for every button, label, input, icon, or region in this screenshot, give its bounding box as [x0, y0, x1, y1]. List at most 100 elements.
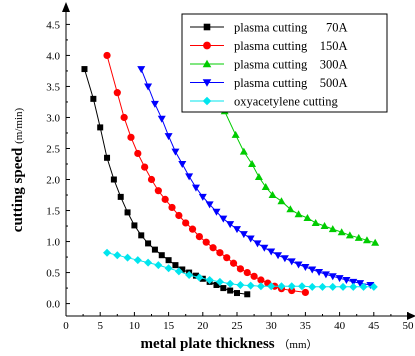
- series-line: [106, 55, 306, 293]
- data-point: [215, 277, 224, 286]
- data-point: [254, 173, 263, 181]
- legend-marker: [203, 41, 211, 50]
- data-point: [277, 197, 286, 205]
- data-point: [227, 287, 234, 294]
- data-point: [277, 282, 286, 291]
- y-axis-title: cutting speed (m/min): [10, 107, 26, 232]
- data-point: [257, 276, 265, 284]
- data-point: [287, 258, 296, 266]
- data-point: [354, 233, 363, 241]
- data-point: [164, 264, 173, 273]
- data-point: [328, 225, 337, 233]
- data-point: [90, 95, 97, 102]
- data-point: [185, 271, 194, 280]
- data-point: [294, 261, 303, 269]
- data-point: [103, 248, 112, 257]
- data-point: [250, 272, 258, 280]
- data-point: [134, 149, 142, 158]
- data-point: [161, 195, 169, 203]
- data-point: [172, 262, 179, 269]
- legend-box: [181, 13, 388, 113]
- data-point: [231, 130, 240, 138]
- data-point: [127, 133, 135, 141]
- data-point: [113, 251, 122, 260]
- data-point: [260, 244, 269, 252]
- legend-marker: [202, 79, 212, 87]
- data-point: [267, 248, 276, 256]
- data-point: [261, 182, 270, 190]
- x-tick-label: 35: [300, 320, 312, 332]
- data-point: [287, 282, 296, 291]
- data-point: [349, 282, 358, 291]
- y-tick-label: 3.0: [46, 112, 60, 124]
- data-point: [192, 272, 199, 279]
- data-point: [120, 113, 128, 122]
- x-tick-label: 30: [266, 320, 278, 332]
- y-tick-label: 1.5: [46, 206, 60, 218]
- y-tick-label: 2.5: [46, 143, 60, 155]
- data-point: [294, 210, 303, 218]
- series-3: [137, 66, 375, 289]
- data-point: [179, 266, 186, 273]
- data-point: [141, 163, 149, 171]
- data-point: [308, 266, 317, 274]
- data-point: [144, 83, 153, 91]
- data-point: [236, 265, 245, 273]
- data-point: [138, 232, 145, 239]
- x-tick-label: 45: [368, 320, 380, 332]
- x-tick-label: 20: [197, 320, 209, 332]
- data-point: [209, 244, 217, 252]
- data-point: [345, 231, 354, 239]
- x-tick-label: 0: [63, 320, 69, 332]
- data-point: [150, 100, 159, 108]
- data-point: [219, 215, 228, 223]
- data-point: [168, 203, 176, 212]
- data-point: [157, 115, 166, 123]
- legend-marker: [202, 96, 212, 106]
- data-point: [145, 240, 152, 247]
- data-point: [175, 211, 183, 220]
- y-tick-label: 0.5: [46, 268, 60, 280]
- x-axis-title: metal plate thickness （mm）: [140, 336, 317, 352]
- data-point: [81, 66, 88, 73]
- data-point: [97, 124, 104, 131]
- data-point: [158, 252, 165, 259]
- y-tick-label: 0.0: [46, 299, 60, 311]
- data-point: [315, 268, 324, 276]
- x-tick-label: 50: [403, 320, 415, 332]
- legend-label: plasma cutting 300A: [234, 58, 348, 72]
- data-point: [318, 282, 327, 291]
- data-point: [321, 271, 330, 279]
- data-point: [233, 226, 241, 234]
- x-tick-label: 10: [129, 320, 141, 332]
- data-point: [328, 273, 337, 281]
- legend-marker: [202, 59, 212, 68]
- data-point: [131, 222, 138, 229]
- data-point: [195, 232, 203, 241]
- series-4: [103, 248, 378, 291]
- data-point: [328, 282, 337, 291]
- x-tick-label: 15: [163, 320, 175, 332]
- x-tick-label: 25: [232, 320, 244, 332]
- data-point: [342, 277, 351, 285]
- data-point: [356, 280, 365, 288]
- legend-label: plasma cutting 150A: [234, 39, 348, 53]
- axis-titles: metal plate thickness （mm） cutting speed …: [10, 107, 318, 352]
- data-point: [256, 282, 265, 291]
- data-point: [246, 281, 255, 290]
- data-point: [268, 191, 277, 199]
- x-tick-label: 40: [334, 320, 346, 332]
- data-point: [248, 160, 257, 167]
- data-point: [301, 288, 309, 297]
- data-point: [320, 222, 329, 230]
- data-point: [236, 280, 245, 289]
- data-point: [212, 208, 221, 216]
- data-point: [110, 176, 117, 183]
- data-point: [223, 254, 231, 262]
- legend-label: oxyacetylene cutting: [234, 95, 339, 109]
- data-point: [154, 261, 163, 270]
- data-point: [297, 282, 306, 291]
- y-tick-label: 2.0: [46, 175, 60, 187]
- data-point: [151, 246, 158, 253]
- data-point: [202, 238, 210, 246]
